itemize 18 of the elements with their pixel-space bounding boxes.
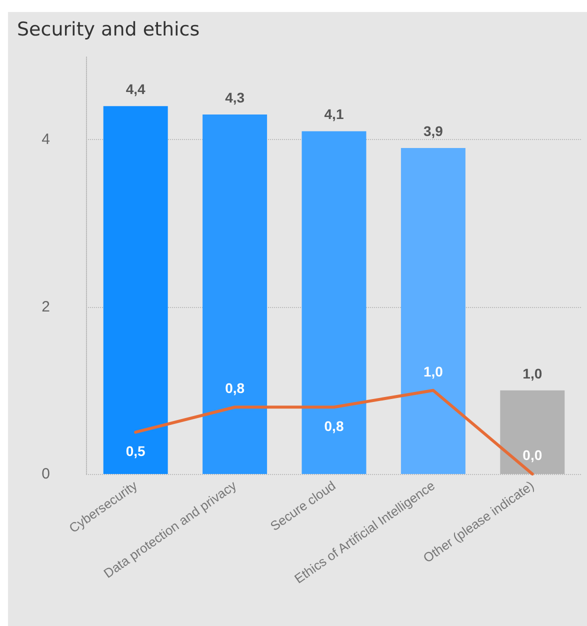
bar bbox=[400, 148, 466, 474]
data-label: 4,1 bbox=[324, 106, 344, 122]
data-label: 1,0 bbox=[423, 363, 444, 380]
bar bbox=[202, 114, 268, 474]
data-label: 0,5 bbox=[126, 443, 146, 460]
y-tick-label: 2 bbox=[42, 298, 50, 316]
data-label: 1,0 bbox=[522, 365, 542, 382]
bar bbox=[103, 106, 168, 474]
bar bbox=[302, 131, 366, 474]
y-tick-label: 0 bbox=[42, 466, 50, 482]
data-label: 3,9 bbox=[423, 122, 444, 139]
y-tick-label: 4 bbox=[42, 131, 50, 148]
data-label: 4,3 bbox=[225, 90, 245, 106]
data-label: 0,8 bbox=[324, 418, 344, 434]
chart-title: Security and ethics bbox=[17, 18, 200, 40]
data-label: 4,4 bbox=[126, 81, 146, 98]
data-label: 0,8 bbox=[225, 380, 245, 396]
data-label: 0,0 bbox=[522, 447, 542, 463]
